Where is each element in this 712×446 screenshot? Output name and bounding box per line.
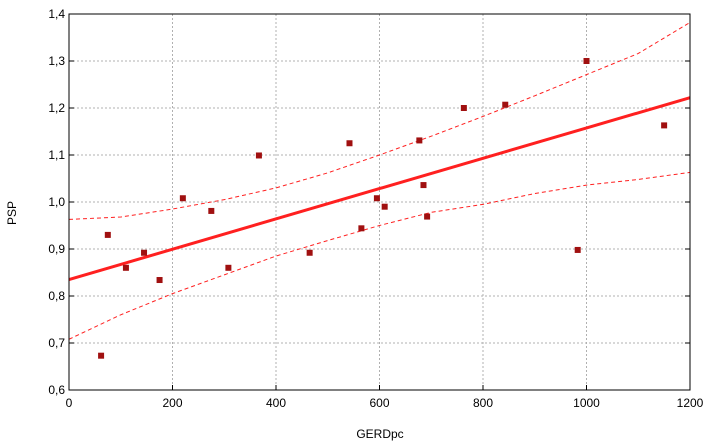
confidence-band	[68, 22, 691, 340]
data-point	[381, 203, 388, 210]
y-axis-ticks: 0,6 0,7 0,8 0,9 1,0 1,1 1,2 1,3 1,4	[48, 7, 690, 397]
y-tick-label: 0,7	[48, 336, 65, 350]
x-tick-label: 1000	[573, 396, 600, 410]
x-tick-label: 600	[369, 396, 389, 410]
data-point	[574, 246, 581, 253]
data-point	[373, 195, 380, 202]
x-tick-label: 0	[66, 396, 73, 410]
data-point	[661, 122, 668, 129]
x-axis-ticks: 0 200 400 600 800 1000 1200	[66, 385, 704, 410]
x-tick-label: 200	[162, 396, 182, 410]
data-point	[98, 352, 105, 359]
data-point	[424, 213, 431, 220]
data-point	[208, 207, 215, 214]
lower-confidence-line	[68, 171, 691, 340]
data-point	[104, 231, 111, 238]
data-point	[358, 225, 365, 232]
grid-lines	[69, 14, 690, 390]
data-point	[306, 249, 313, 256]
data-point	[346, 140, 353, 147]
y-tick-label: 0,9	[48, 242, 65, 256]
x-tick-label: 800	[473, 396, 493, 410]
x-axis-title: GERDpc	[356, 427, 403, 441]
data-point	[502, 101, 509, 108]
fit-line	[68, 96, 691, 281]
data-point	[420, 182, 427, 189]
data-points	[98, 58, 668, 359]
x-tick-label: 1200	[677, 396, 704, 410]
upper-confidence-line	[68, 22, 691, 220]
data-point	[460, 105, 467, 111]
data-point	[122, 264, 129, 271]
y-tick-label: 1,3	[48, 54, 65, 68]
data-point	[255, 152, 262, 159]
data-point	[583, 58, 590, 64]
data-point	[225, 264, 232, 271]
y-axis-title: PSP	[5, 201, 19, 225]
y-tick-label: 1,1	[48, 148, 65, 162]
y-tick-label: 0,8	[48, 289, 65, 303]
data-point	[416, 137, 423, 144]
y-tick-label: 1,0	[48, 195, 65, 209]
y-tick-label: 1,2	[48, 101, 65, 115]
regression-line	[68, 96, 691, 281]
data-point	[179, 195, 186, 202]
y-tick-label: 0,6	[48, 383, 65, 397]
y-tick-label: 1,4	[48, 7, 65, 21]
data-point	[141, 249, 148, 256]
data-point	[156, 277, 163, 284]
x-tick-label: 400	[266, 396, 286, 410]
